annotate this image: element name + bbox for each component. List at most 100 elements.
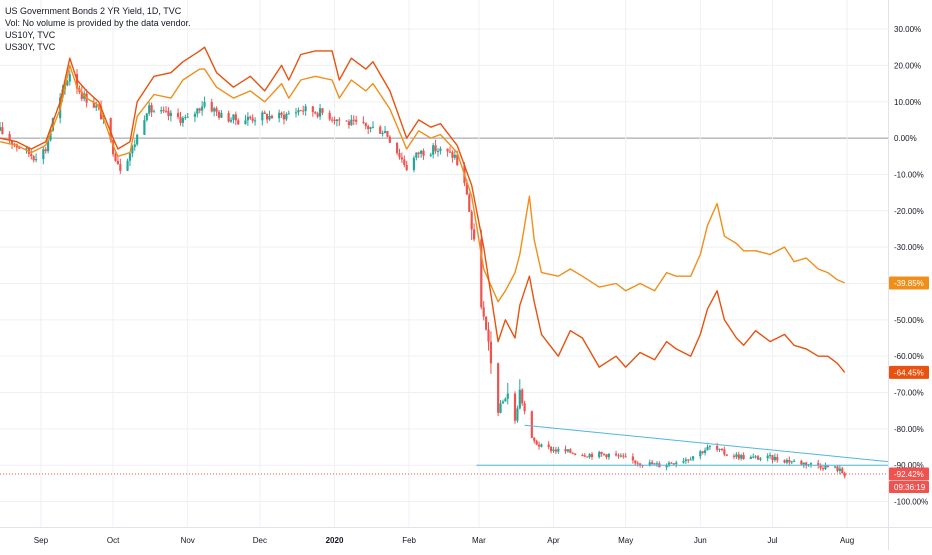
legend-compare-us30y[interactable]: US30Y, TVC — [5, 42, 56, 52]
candle-body — [30, 153, 33, 157]
candle-body — [504, 398, 507, 402]
candle-body — [704, 450, 707, 453]
candle-body — [667, 462, 671, 465]
candle-body — [530, 411, 533, 438]
legend-main-symbol[interactable]: US Government Bonds 2 YR Yield, 1D, TVC — [5, 6, 182, 16]
candle-body — [607, 453, 610, 458]
countdown-label: 09:36:19 — [894, 483, 926, 492]
candle-body — [614, 453, 618, 456]
candle-body — [718, 448, 721, 450]
candle-body — [42, 149, 45, 160]
candle-body — [215, 108, 218, 112]
candle-body — [537, 444, 541, 447]
candle-body — [114, 154, 117, 161]
candle-body — [809, 463, 813, 465]
candle-body — [131, 147, 134, 154]
candle-body — [838, 468, 841, 471]
candle-body — [655, 463, 659, 465]
candle-body — [333, 119, 336, 122]
candle-body — [169, 112, 172, 117]
candle-body — [237, 120, 240, 125]
x-tick-label: Feb — [402, 536, 416, 545]
candle-body — [282, 114, 286, 120]
candle-body — [335, 119, 339, 122]
candle-body — [805, 462, 808, 466]
candle-body — [299, 110, 302, 112]
candle-body — [234, 114, 237, 121]
candle-body — [605, 454, 608, 458]
candle-body — [328, 112, 331, 120]
chart-legend: US Government Bonds 2 YR Yield, 1D, TVC … — [5, 5, 191, 53]
candle-body — [136, 134, 139, 145]
candle-body — [749, 457, 752, 459]
candle-body — [569, 449, 572, 453]
us10y-line[interactable] — [0, 64, 845, 303]
candle-body — [470, 211, 473, 230]
y-tick-label: -80.00% — [894, 425, 924, 434]
candle-body — [819, 465, 822, 469]
candle-body — [564, 449, 567, 452]
y-tick-label: -90.00% — [894, 461, 924, 470]
candle-body — [198, 108, 201, 111]
candle-body — [540, 444, 543, 447]
x-tick-label: Sep — [34, 536, 49, 545]
candle-body — [759, 458, 762, 460]
candle-body — [8, 133, 11, 141]
candle-body — [49, 130, 52, 141]
x-tick-label: Nov — [181, 536, 195, 545]
candle-body — [682, 461, 685, 463]
candle-body — [499, 403, 502, 413]
candle-body — [701, 451, 704, 453]
candle-body — [547, 444, 550, 447]
candle-body — [44, 149, 47, 152]
candle-body — [371, 126, 375, 128]
candle-body — [516, 408, 519, 421]
candle-body — [684, 459, 687, 462]
candle-body — [766, 455, 769, 459]
candle-body — [400, 157, 403, 160]
trendline[interactable] — [524, 424, 889, 463]
candle-body — [708, 445, 712, 447]
candle-body — [687, 459, 690, 461]
candle-body — [754, 456, 757, 458]
us30y-line[interactable] — [0, 46, 846, 373]
legend-compare-us10y[interactable]: US10Y, TVC — [5, 30, 56, 40]
candle-body — [148, 105, 151, 114]
candle-body — [533, 437, 536, 441]
candle-body — [432, 145, 435, 155]
candle-body — [800, 460, 803, 465]
candle-body — [725, 454, 728, 456]
candle-body — [369, 127, 372, 129]
candle-body — [636, 463, 639, 465]
x-tick-label: Dec — [253, 536, 267, 545]
candle-body — [588, 454, 591, 458]
legend-volume-note: Vol: No volume is provided by the data v… — [5, 18, 191, 28]
candle-body — [388, 136, 391, 143]
candle-body — [1, 127, 4, 134]
x-tick-label: Jun — [694, 536, 707, 545]
candle-body — [179, 117, 182, 123]
candle-body — [417, 152, 420, 154]
candle-body — [566, 449, 570, 452]
candle-body — [321, 108, 324, 113]
candle-body — [689, 459, 692, 461]
candle-body — [513, 393, 517, 421]
y-tick-label: 0.00% — [894, 134, 917, 143]
candle-body — [436, 150, 440, 152]
candle-body — [350, 119, 353, 126]
candle-body — [160, 110, 163, 112]
candle-body — [18, 147, 21, 149]
candle-body — [821, 468, 825, 470]
candle-body — [227, 113, 230, 122]
candle-body — [210, 102, 213, 112]
us30y-price-tag: -64.45% — [894, 368, 924, 377]
candle-body — [617, 455, 620, 457]
candle-body — [826, 465, 829, 468]
candle-body — [176, 112, 180, 118]
y-tick-label: -60.00% — [894, 352, 924, 361]
x-tick-label: Oct — [107, 536, 120, 545]
candle-body — [497, 363, 500, 413]
candle-body — [92, 102, 95, 108]
candle-body — [422, 150, 425, 156]
